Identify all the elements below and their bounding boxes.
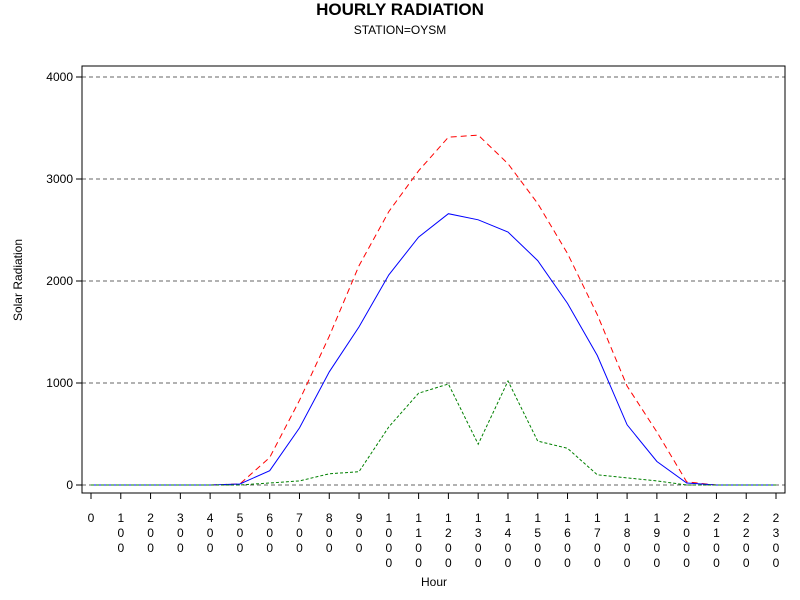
chart-title: HOURLY RADIATION [316, 0, 484, 19]
x-axis: 0 1 0 0 2 0 0 3 0 0 4 0 0 5 0 0 6 0 0 7 0 0 8 0 0 9 0 0 1 0 0 0 1 1 0 0 1 2 0 0… [88, 493, 780, 570]
series-line-1 [91, 213, 776, 486]
grid-lines [82, 76, 785, 486]
y-tick-label-4: 4000 [46, 70, 73, 84]
y-axis-label: Solar Radiation [11, 239, 25, 321]
y-tick-label-2: 2000 [46, 274, 73, 288]
plot-frame [81, 65, 786, 494]
series-group [91, 134, 776, 486]
x-axis-label: Hour [421, 575, 447, 589]
y-axis: 0 1000 2000 3000 4000 [46, 70, 82, 492]
series-line-2 [91, 379, 776, 486]
y-tick-label-3: 3000 [46, 172, 73, 186]
series-line-0 [91, 134, 776, 486]
chart-subtitle: STATION=OYSM [353, 23, 447, 37]
x-tick-label-0: 0 [88, 511, 95, 525]
y-tick-label-0: 0 [66, 478, 73, 492]
y-tick-label-1: 1000 [46, 376, 73, 390]
